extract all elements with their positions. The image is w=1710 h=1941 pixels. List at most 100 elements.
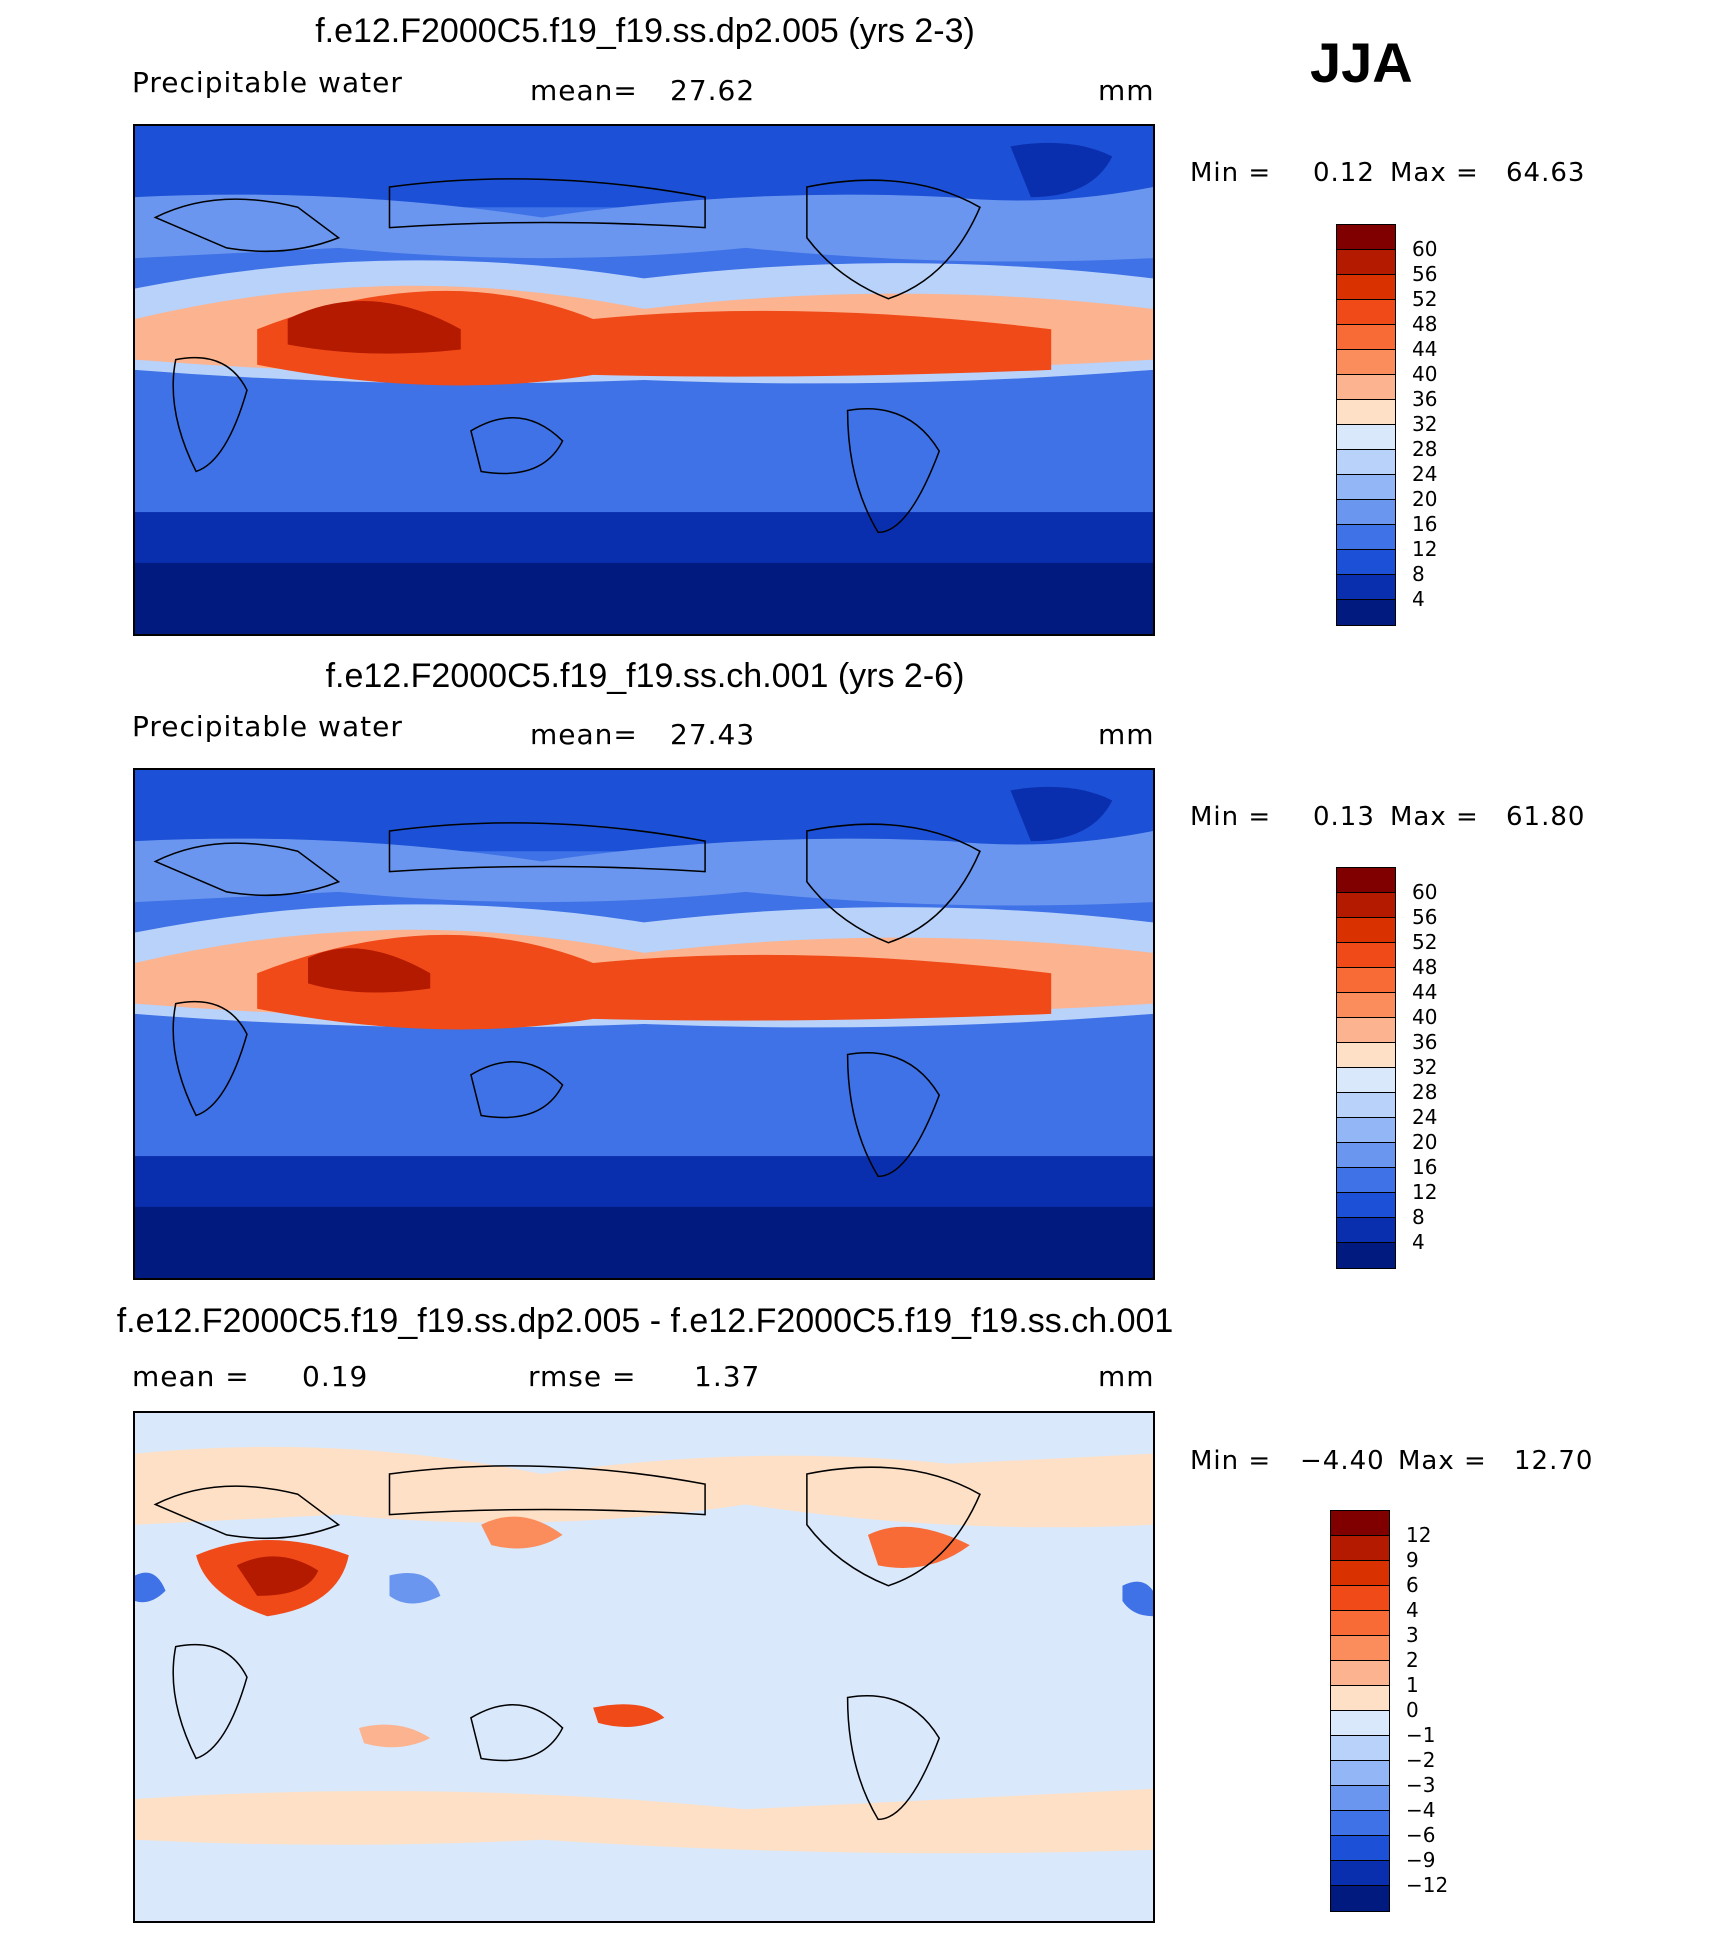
panel-3-min-label: Min = bbox=[1190, 1446, 1272, 1476]
colorbar-tick-label: 6 bbox=[1406, 1573, 1419, 1597]
colorbar-swatch bbox=[1337, 325, 1395, 350]
panel-2-title: f.e12.F2000C5.f19_f19.ss.ch.001 (yrs 2-6… bbox=[325, 657, 965, 695]
colorbar-swatch bbox=[1331, 1536, 1389, 1561]
colorbar-tick-label: 8 bbox=[1412, 1205, 1425, 1229]
colorbar-tick-label: 20 bbox=[1412, 1130, 1438, 1154]
colorbar-swatch bbox=[1337, 1043, 1395, 1068]
panel-3-mean-label: mean = bbox=[132, 1360, 250, 1393]
colorbar-swatch bbox=[1337, 525, 1395, 550]
panel-3-max-value: 12.70 bbox=[1514, 1446, 1594, 1476]
colorbar-swatch bbox=[1331, 1786, 1389, 1811]
colorbar-tick-label: 4 bbox=[1412, 1230, 1425, 1254]
colorbar-tick-label: 24 bbox=[1412, 1105, 1438, 1129]
colorbar-swatch bbox=[1331, 1761, 1389, 1786]
colorbar-swatch bbox=[1331, 1686, 1389, 1711]
colorbar-swatch bbox=[1331, 1886, 1389, 1911]
panel-1-colorbar bbox=[1336, 224, 1396, 626]
colorbar-swatch bbox=[1331, 1586, 1389, 1611]
colorbar-swatch bbox=[1337, 450, 1395, 475]
colorbar-swatch bbox=[1337, 275, 1395, 300]
colorbar-tick-label: 4 bbox=[1412, 587, 1425, 611]
colorbar-tick-label: 32 bbox=[1412, 412, 1438, 436]
colorbar-tick-label: 60 bbox=[1412, 237, 1438, 261]
panel-1-mean-label: mean= bbox=[530, 74, 638, 107]
panel-3-rmse-label: rmse = bbox=[528, 1360, 637, 1393]
colorbar-swatch bbox=[1337, 1093, 1395, 1118]
colorbar-swatch bbox=[1331, 1661, 1389, 1686]
colorbar-swatch bbox=[1337, 600, 1395, 625]
colorbar-swatch bbox=[1337, 868, 1395, 893]
colorbar-tick-label: 28 bbox=[1412, 437, 1438, 461]
colorbar-tick-label: 16 bbox=[1412, 512, 1438, 536]
colorbar-swatch bbox=[1337, 1068, 1395, 1093]
panel-3-max-label: Max = bbox=[1398, 1446, 1487, 1476]
panel-2-contour-field bbox=[135, 770, 1153, 1278]
panel-1-variable: Precipitable water bbox=[132, 66, 403, 99]
panel-1-title: f.e12.F2000C5.f19_f19.ss.dp2.005 (yrs 2-… bbox=[315, 12, 975, 50]
colorbar-swatch bbox=[1337, 225, 1395, 250]
colorbar-swatch bbox=[1331, 1736, 1389, 1761]
panel-1-units: mm bbox=[1098, 74, 1155, 107]
colorbar-tick-label: 28 bbox=[1412, 1080, 1438, 1104]
colorbar-swatch bbox=[1331, 1636, 1389, 1661]
panel-1-min-value: 0.12 bbox=[1313, 158, 1375, 188]
colorbar-tick-label: 56 bbox=[1412, 262, 1438, 286]
colorbar-swatch bbox=[1337, 918, 1395, 943]
colorbar-swatch bbox=[1331, 1611, 1389, 1636]
colorbar-tick-label: −3 bbox=[1406, 1773, 1436, 1797]
colorbar-swatch bbox=[1337, 1218, 1395, 1243]
colorbar-tick-label: 60 bbox=[1412, 880, 1438, 904]
colorbar-tick-label: 44 bbox=[1412, 980, 1438, 1004]
colorbar-tick-label: 40 bbox=[1412, 362, 1438, 386]
panel-1-min-label: Min = bbox=[1190, 158, 1272, 188]
colorbar-tick-label: 8 bbox=[1412, 562, 1425, 586]
colorbar-swatch bbox=[1331, 1561, 1389, 1586]
colorbar-tick-label: 4 bbox=[1406, 1598, 1419, 1622]
colorbar-swatch bbox=[1337, 300, 1395, 325]
colorbar-swatch bbox=[1337, 1193, 1395, 1218]
panel-3-mean-value: 0.19 bbox=[302, 1360, 369, 1393]
panel-2-min-label: Min = bbox=[1190, 802, 1272, 832]
colorbar-swatch bbox=[1337, 475, 1395, 500]
panel-3-rmse-value: 1.37 bbox=[694, 1360, 761, 1393]
panel-2-mean-value: 27.43 bbox=[670, 718, 756, 751]
colorbar-tick-label: 0 bbox=[1406, 1698, 1419, 1722]
panel-2-map bbox=[133, 768, 1155, 1280]
colorbar-swatch bbox=[1331, 1861, 1389, 1886]
panel-2-max-label: Max = bbox=[1390, 802, 1479, 832]
colorbar-tick-label: 48 bbox=[1412, 955, 1438, 979]
colorbar-tick-label: 52 bbox=[1412, 287, 1438, 311]
colorbar-swatch bbox=[1337, 425, 1395, 450]
colorbar-swatch bbox=[1331, 1836, 1389, 1861]
colorbar-swatch bbox=[1337, 400, 1395, 425]
colorbar-swatch bbox=[1337, 550, 1395, 575]
colorbar-swatch bbox=[1337, 575, 1395, 600]
colorbar-tick-label: 3 bbox=[1406, 1623, 1419, 1647]
colorbar-swatch bbox=[1337, 1243, 1395, 1268]
colorbar-tick-label: 52 bbox=[1412, 930, 1438, 954]
panel-2-max-value: 61.80 bbox=[1506, 802, 1586, 832]
colorbar-tick-label: −9 bbox=[1406, 1848, 1436, 1872]
colorbar-swatch bbox=[1331, 1811, 1389, 1836]
colorbar-swatch bbox=[1337, 1168, 1395, 1193]
colorbar-swatch bbox=[1337, 1118, 1395, 1143]
panel-2-colorbar bbox=[1336, 867, 1396, 1269]
colorbar-swatch bbox=[1337, 993, 1395, 1018]
colorbar-swatch bbox=[1337, 500, 1395, 525]
panel-2-mean-label: mean= bbox=[530, 718, 638, 751]
colorbar-tick-label: 12 bbox=[1412, 537, 1438, 561]
panel-3-map bbox=[133, 1411, 1155, 1923]
panel-3-title: f.e12.F2000C5.f19_f19.ss.dp2.005 - f.e12… bbox=[116, 1302, 1174, 1340]
colorbar-tick-label: 1 bbox=[1406, 1673, 1419, 1697]
colorbar-swatch bbox=[1337, 893, 1395, 918]
colorbar-tick-label: 32 bbox=[1412, 1055, 1438, 1079]
colorbar-tick-label: −1 bbox=[1406, 1723, 1436, 1747]
colorbar-tick-label: −6 bbox=[1406, 1823, 1436, 1847]
panel-3-min-value: −4.40 bbox=[1300, 1446, 1385, 1476]
panel-1-contour-field bbox=[135, 126, 1153, 634]
colorbar-tick-label: 12 bbox=[1406, 1523, 1432, 1547]
colorbar-tick-label: −12 bbox=[1406, 1873, 1449, 1897]
colorbar-swatch bbox=[1337, 350, 1395, 375]
colorbar-tick-label: 48 bbox=[1412, 312, 1438, 336]
colorbar-tick-label: 9 bbox=[1406, 1548, 1419, 1572]
